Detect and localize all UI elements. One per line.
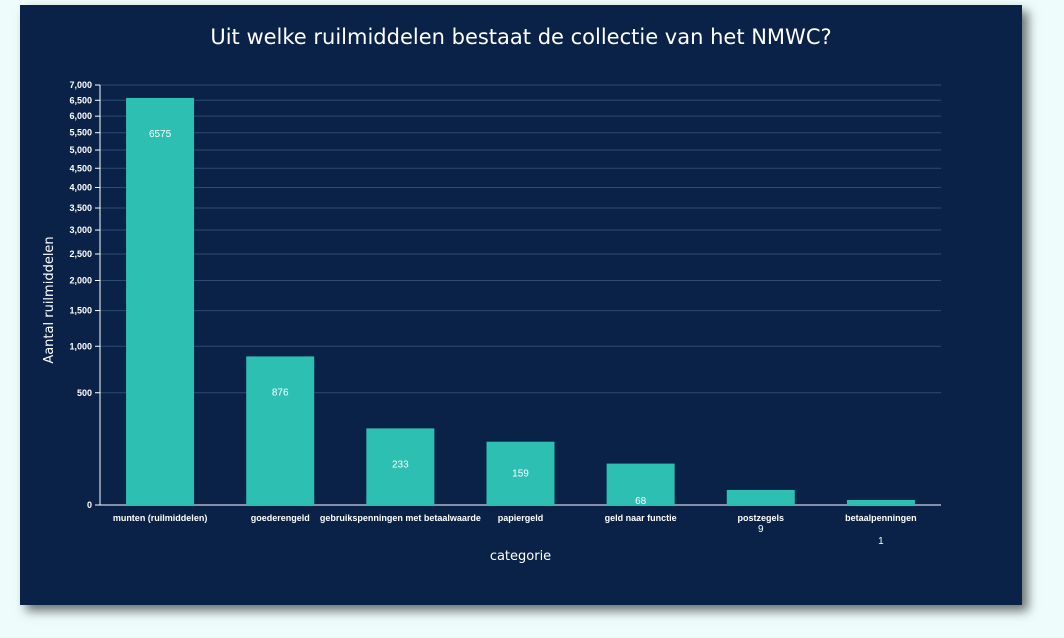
y-tick-label: 0 bbox=[87, 500, 92, 510]
y-tick-label: 500 bbox=[77, 388, 92, 398]
x-tick-label: papiergeld bbox=[498, 513, 544, 523]
bar bbox=[486, 441, 555, 505]
x-tick-label: betaalpenningen bbox=[845, 513, 917, 523]
y-tick-label: 4,000 bbox=[69, 183, 92, 193]
y-tick-label: 6,500 bbox=[69, 95, 92, 105]
bar bbox=[726, 489, 795, 505]
y-tick-label: 2,500 bbox=[69, 249, 92, 259]
x-tick-label: geld naar functie bbox=[605, 513, 677, 523]
data-label: 233 bbox=[392, 459, 409, 470]
bar bbox=[126, 97, 195, 505]
x-tick-label: gebruikspenningen met betaalwaarde bbox=[320, 513, 481, 523]
x-tick-label: postzegels bbox=[738, 513, 785, 523]
bar-chart: 0 500 1,000 1,500 2,000 2,500 3,000 3,500 4,000 4… bbox=[42, 80, 941, 564]
data-label: 159 bbox=[512, 468, 529, 479]
bar bbox=[846, 499, 915, 505]
data-label: 68 bbox=[635, 496, 647, 507]
y-tick-label: 2,000 bbox=[69, 276, 92, 286]
bar bbox=[366, 428, 435, 505]
x-tick-label: goederengeld bbox=[251, 513, 310, 523]
x-axis-title: categorie bbox=[490, 549, 551, 564]
data-label: 1 bbox=[878, 536, 884, 547]
bar bbox=[606, 463, 675, 505]
y-tick-label: 6,000 bbox=[69, 111, 92, 121]
bar bbox=[246, 356, 315, 505]
y-tick-label: 7,000 bbox=[69, 80, 92, 90]
y-tick-label: 5,500 bbox=[69, 128, 92, 138]
y-tick-label: 5,000 bbox=[69, 145, 92, 155]
y-tick-label: 3,000 bbox=[69, 225, 92, 235]
chart-title: Uit welke ruilmiddelen bestaat de collec… bbox=[210, 25, 832, 49]
y-axis-title: Aantal ruilmiddelen bbox=[42, 236, 57, 363]
y-tick-label: 1,500 bbox=[69, 306, 92, 316]
x-tick-label: munten (ruilmiddelen) bbox=[113, 513, 208, 523]
data-label: 9 bbox=[758, 524, 764, 535]
chart-panel: Uit welke ruilmiddelen bestaat de collec… bbox=[20, 5, 1022, 605]
data-label: 6575 bbox=[149, 129, 172, 140]
y-tick-label: 4,500 bbox=[69, 163, 92, 173]
y-tick-label: 1,000 bbox=[69, 341, 92, 351]
data-label: 876 bbox=[272, 387, 289, 398]
y-tick-label: 3,500 bbox=[69, 203, 92, 213]
